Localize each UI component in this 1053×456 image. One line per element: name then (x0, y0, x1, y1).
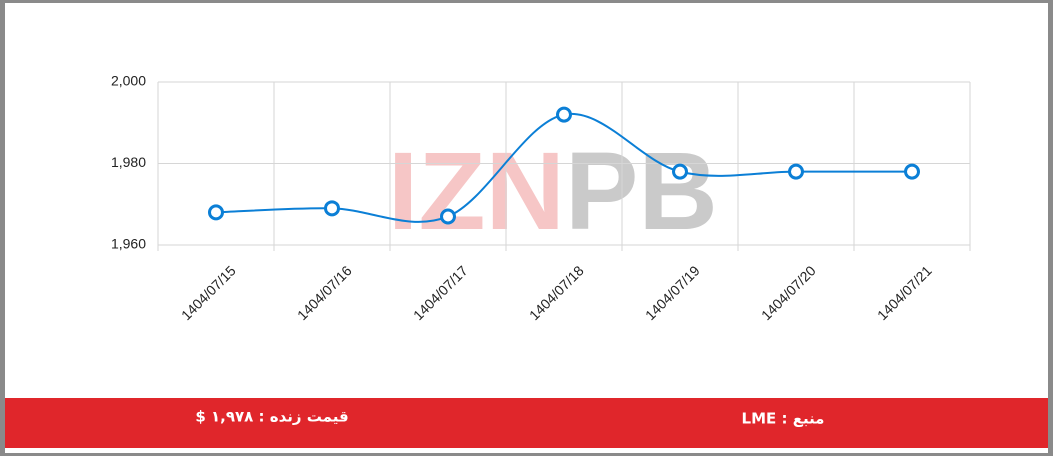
watermark-left: IZN (388, 130, 565, 253)
point (672, 163, 688, 180)
y-tick-label: 2,000 (111, 73, 146, 89)
source: منبع : LME (742, 410, 825, 428)
point (208, 204, 224, 221)
point (440, 208, 456, 225)
footer-bar (5, 398, 1048, 448)
point (556, 106, 572, 123)
y-tick-label: 1,960 (111, 236, 146, 252)
point (904, 163, 920, 180)
live-price: قیمت زنده : ۱,۹۷۸ $ (195, 408, 348, 426)
watermark-right: PB (565, 130, 718, 253)
point (788, 163, 804, 180)
y-tick-label: 1,980 (111, 154, 146, 170)
card (5, 3, 1048, 453)
point (324, 200, 340, 217)
